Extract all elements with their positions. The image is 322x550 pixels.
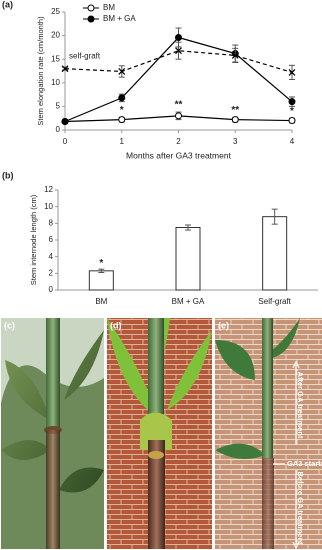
marker xyxy=(118,94,126,102)
y-tick-label: 20 xyxy=(51,31,60,40)
marker xyxy=(61,118,69,126)
photo-annotation: GA3 starts xyxy=(287,459,322,468)
panel-label: (a) xyxy=(2,0,13,9)
photo-label: (c) xyxy=(4,320,15,330)
y-axis-title: Stem elongation rate (cm/month) xyxy=(36,16,45,126)
marker xyxy=(87,4,95,12)
x-tick-label: 2 xyxy=(176,137,181,146)
marker xyxy=(175,33,182,41)
x-tick-label: 0 xyxy=(63,137,68,146)
marker xyxy=(175,112,182,120)
marker xyxy=(61,65,69,73)
y-tick-label: 12 xyxy=(44,185,53,194)
y-tick-label: 10 xyxy=(44,202,53,211)
marker xyxy=(175,47,182,55)
significance-label: ** xyxy=(231,105,239,116)
y-tick-label: 0 xyxy=(49,285,54,294)
legend-label: BM xyxy=(103,3,115,12)
x-tick-label: 4 xyxy=(290,137,295,146)
significance-label: * xyxy=(120,105,124,116)
x-tick-label: BM xyxy=(95,297,107,306)
marker xyxy=(231,51,239,59)
photo-annotation: Before GA treatment xyxy=(296,471,305,545)
x-axis-title: Months after GA3 treatment xyxy=(126,150,232,160)
marker xyxy=(87,15,95,23)
y-tick-label: 10 xyxy=(51,78,60,87)
legend-label: BM + GA xyxy=(103,14,136,23)
x-tick-label: Self-graft xyxy=(258,297,291,306)
y-tick-label: 0 xyxy=(56,125,61,134)
series-label: self-graft xyxy=(69,52,101,61)
marker xyxy=(118,116,126,124)
x-tick-label: 3 xyxy=(233,137,238,146)
bar xyxy=(262,216,288,291)
marker xyxy=(288,68,296,76)
significance-label: * xyxy=(99,258,103,269)
y-tick-label: 5 xyxy=(56,102,61,111)
marker xyxy=(288,117,296,125)
y-tick-label: 4 xyxy=(49,252,54,261)
marker xyxy=(288,98,296,106)
y-axis-title: Stem internode length (cm) xyxy=(29,194,38,285)
photo-c xyxy=(1,318,104,549)
marker xyxy=(231,116,239,124)
y-tick-label: 6 xyxy=(49,235,54,244)
y-tick-label: 25 xyxy=(51,7,60,16)
y-tick-label: 2 xyxy=(49,268,54,277)
photo-d xyxy=(107,318,212,549)
y-tick-label: 15 xyxy=(51,54,60,63)
significance-label: ** xyxy=(175,100,183,111)
panel-label: (b) xyxy=(2,170,14,180)
photo-e: After GA treatment GA3 starts Before GA … xyxy=(215,318,322,550)
bar xyxy=(175,227,201,291)
photo-annotation: After GA treatment xyxy=(296,372,305,439)
marker xyxy=(118,68,126,75)
x-tick-label: BM + GA xyxy=(172,297,205,306)
bar xyxy=(88,270,114,291)
series-line xyxy=(64,50,293,73)
significance-label: * xyxy=(290,106,294,117)
y-tick-label: 8 xyxy=(49,218,54,227)
x-tick-label: 1 xyxy=(120,137,125,146)
photo-label: (d) xyxy=(110,320,122,330)
photo-label: (e) xyxy=(218,320,229,330)
